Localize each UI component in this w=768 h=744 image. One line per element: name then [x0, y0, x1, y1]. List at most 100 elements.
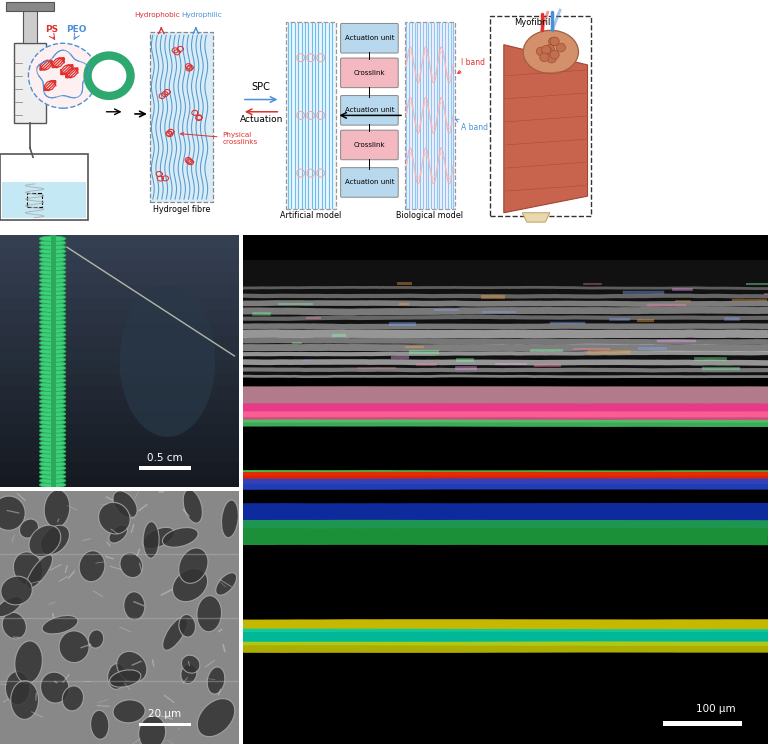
Text: Hydrophilic: Hydrophilic: [181, 12, 223, 18]
Bar: [139, 466, 191, 469]
Ellipse shape: [13, 552, 43, 586]
Ellipse shape: [124, 591, 145, 620]
Ellipse shape: [39, 315, 66, 321]
Bar: [0, 449, 239, 462]
Ellipse shape: [39, 423, 66, 429]
Ellipse shape: [113, 700, 145, 722]
Ellipse shape: [142, 527, 174, 548]
Ellipse shape: [139, 716, 166, 744]
Ellipse shape: [39, 295, 66, 300]
Ellipse shape: [184, 490, 202, 523]
Ellipse shape: [39, 357, 66, 362]
Text: Biological model: Biological model: [396, 211, 463, 219]
Bar: [0, 323, 239, 336]
Ellipse shape: [39, 391, 66, 396]
Ellipse shape: [5, 671, 30, 705]
Ellipse shape: [179, 548, 208, 583]
Ellipse shape: [181, 655, 200, 673]
Ellipse shape: [98, 502, 130, 534]
Bar: [0, 411, 239, 424]
Ellipse shape: [42, 615, 78, 634]
Ellipse shape: [79, 551, 105, 582]
Text: Crosslink: Crosslink: [353, 142, 386, 148]
Ellipse shape: [39, 336, 66, 341]
Ellipse shape: [39, 415, 66, 421]
Bar: [23, 7, 37, 43]
Ellipse shape: [523, 31, 578, 74]
Ellipse shape: [110, 670, 141, 687]
Ellipse shape: [39, 311, 66, 317]
Ellipse shape: [2, 612, 26, 639]
Ellipse shape: [39, 349, 66, 354]
Ellipse shape: [39, 386, 66, 391]
Ellipse shape: [39, 244, 66, 250]
Bar: [0, 424, 239, 437]
Bar: [0, 234, 239, 247]
Bar: [0, 386, 239, 399]
Text: Actuation: Actuation: [240, 115, 283, 124]
Bar: [0, 437, 239, 449]
Circle shape: [545, 45, 554, 54]
Ellipse shape: [41, 672, 69, 703]
Circle shape: [88, 56, 131, 96]
Ellipse shape: [39, 290, 66, 296]
Bar: [14, 43, 46, 123]
Text: 0.5 cm: 0.5 cm: [147, 453, 183, 463]
Bar: [0, 153, 88, 220]
Polygon shape: [522, 213, 550, 222]
Ellipse shape: [108, 664, 126, 689]
Ellipse shape: [39, 370, 66, 375]
Ellipse shape: [27, 555, 52, 589]
Ellipse shape: [39, 332, 66, 338]
Ellipse shape: [39, 428, 66, 434]
Text: Artificial model: Artificial model: [280, 211, 341, 219]
Ellipse shape: [120, 553, 143, 577]
Bar: [243, 260, 768, 377]
Ellipse shape: [39, 469, 66, 475]
Ellipse shape: [11, 681, 38, 719]
Ellipse shape: [39, 286, 66, 292]
Text: I band: I band: [458, 58, 485, 74]
Bar: [490, 16, 591, 217]
Bar: [243, 377, 768, 395]
Circle shape: [28, 43, 98, 108]
Ellipse shape: [39, 466, 66, 471]
Bar: [0, 272, 239, 285]
Ellipse shape: [39, 274, 66, 279]
Circle shape: [541, 45, 551, 54]
Ellipse shape: [221, 500, 238, 538]
Ellipse shape: [39, 324, 66, 329]
Text: Actuation unit: Actuation unit: [345, 35, 394, 41]
Text: Physical
crosslinks: Physical crosslinks: [180, 132, 258, 145]
Text: PEO: PEO: [67, 25, 87, 34]
FancyBboxPatch shape: [341, 167, 399, 197]
Ellipse shape: [39, 407, 66, 413]
Ellipse shape: [179, 615, 196, 637]
Bar: [0, 462, 239, 475]
Ellipse shape: [180, 664, 197, 684]
Text: 20 μm: 20 μm: [148, 710, 181, 719]
Ellipse shape: [0, 597, 22, 617]
Text: PS: PS: [45, 25, 58, 34]
Ellipse shape: [39, 420, 66, 425]
Circle shape: [550, 51, 559, 59]
Ellipse shape: [39, 257, 66, 263]
FancyBboxPatch shape: [341, 130, 399, 160]
Bar: [2, 182, 86, 218]
Bar: [286, 22, 336, 209]
Ellipse shape: [39, 319, 66, 325]
Polygon shape: [504, 45, 588, 213]
Bar: [139, 723, 191, 726]
Text: Actuation unit: Actuation unit: [345, 107, 394, 113]
Ellipse shape: [39, 327, 66, 333]
Ellipse shape: [113, 491, 137, 518]
Ellipse shape: [39, 261, 66, 266]
Bar: [0, 373, 239, 386]
Ellipse shape: [39, 265, 66, 271]
Text: Hydrophobic: Hydrophobic: [134, 12, 180, 18]
Ellipse shape: [59, 631, 89, 663]
Ellipse shape: [39, 382, 66, 388]
Ellipse shape: [162, 527, 198, 547]
Bar: [6, 2, 54, 11]
Ellipse shape: [207, 667, 225, 694]
